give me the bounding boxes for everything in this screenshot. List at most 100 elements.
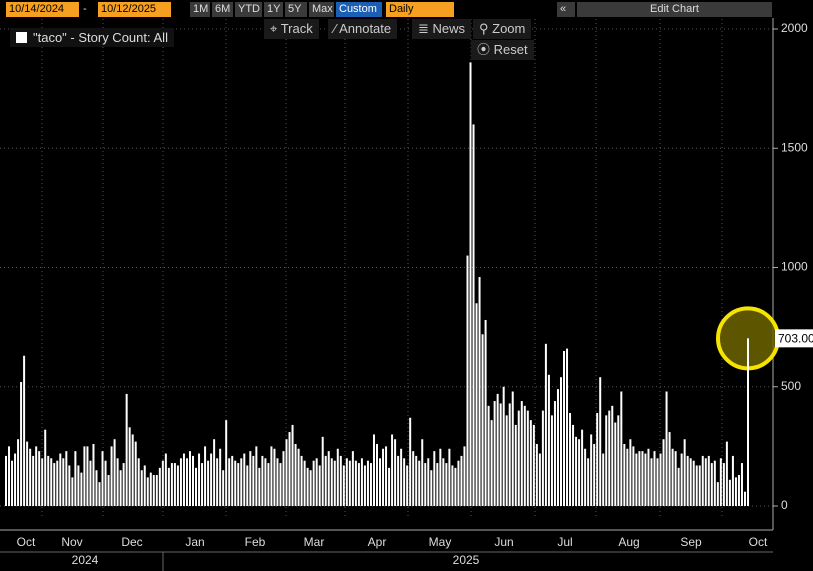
bar [110, 446, 113, 506]
bar [152, 474, 155, 506]
range-button[interactable]: YTD [235, 2, 262, 17]
bar [237, 463, 240, 506]
bar [29, 448, 32, 506]
bar [566, 348, 569, 506]
bar [330, 458, 333, 506]
range-button[interactable]: Max [309, 2, 334, 17]
reset-button[interactable]: ⦿ Reset [471, 40, 534, 60]
bar [695, 465, 698, 506]
bar [722, 463, 725, 506]
range-button[interactable]: 5Y [285, 2, 307, 17]
bar [155, 474, 158, 506]
bar [734, 477, 737, 506]
bar [698, 465, 701, 506]
start-date[interactable]: 10/14/2024 [6, 2, 79, 17]
bar [104, 460, 107, 506]
bar [593, 443, 596, 506]
bar [348, 460, 351, 506]
bar [629, 439, 632, 506]
bar [559, 377, 562, 506]
bar [98, 482, 101, 506]
bar [514, 424, 517, 506]
bar [297, 448, 300, 506]
bar [113, 439, 116, 506]
tool-button[interactable]: ⚲ Zoom [473, 19, 532, 39]
bar [131, 434, 134, 506]
bar [225, 420, 228, 506]
x-tick-label: Dec [121, 535, 142, 549]
year-label: 2024 [72, 553, 99, 567]
bar [665, 391, 668, 506]
bar [502, 386, 505, 506]
range-button[interactable]: Custom [336, 2, 382, 17]
bar [282, 451, 285, 506]
frequency[interactable]: Daily [386, 2, 454, 17]
y-tick-label: 1000 [781, 260, 808, 274]
value-label-box [775, 329, 813, 348]
tool-button[interactable]: ⌖ Track [264, 19, 319, 39]
x-tick-label: Mar [304, 535, 325, 549]
bar [204, 446, 207, 506]
bar [529, 420, 532, 506]
bar [683, 439, 686, 506]
bar [342, 465, 345, 506]
bar [363, 465, 366, 506]
tool-label: Annotate [339, 21, 392, 36]
bar [421, 439, 424, 506]
bar [188, 451, 191, 506]
bar [478, 277, 481, 506]
bar [620, 391, 623, 506]
bar [704, 458, 707, 506]
tool-button[interactable]: ⁄ Annotate [328, 19, 398, 39]
x-tick-label: Sep [680, 535, 702, 549]
legend-swatch [16, 32, 27, 43]
bar [472, 124, 475, 507]
bar [632, 446, 635, 506]
bar [164, 453, 167, 506]
bar [261, 455, 264, 506]
bar [550, 415, 553, 506]
range-button[interactable]: 1Y [264, 2, 283, 17]
bar [198, 453, 201, 506]
bar [578, 439, 581, 506]
bar [719, 458, 722, 506]
bar [541, 410, 544, 506]
end-date[interactable]: 10/12/2025 [98, 2, 171, 17]
bar [267, 463, 270, 506]
bar [354, 460, 357, 506]
bar [255, 446, 258, 506]
bar [372, 434, 375, 506]
range-button[interactable]: 1M [190, 2, 210, 17]
bar [713, 460, 716, 506]
bar [258, 467, 261, 506]
bar [309, 470, 312, 506]
bar [324, 455, 327, 506]
bar [569, 412, 572, 506]
bar [68, 465, 71, 506]
edit-chart[interactable]: Edit Chart [577, 2, 772, 17]
x-tick-label: Nov [61, 535, 82, 549]
bar [170, 463, 173, 506]
collapse-button[interactable]: « [557, 2, 575, 17]
bar [442, 458, 445, 506]
tool-button[interactable]: ≣ News [412, 19, 472, 39]
bar [195, 467, 198, 506]
bar [596, 412, 599, 506]
bar [563, 350, 566, 506]
bar [436, 463, 439, 506]
bar [403, 458, 406, 506]
bar [327, 451, 330, 506]
bar [351, 451, 354, 506]
bar [101, 451, 104, 506]
x-tick-label: Jul [557, 535, 572, 549]
bar [701, 455, 704, 506]
bar [499, 403, 502, 506]
range-button[interactable]: 6M [212, 2, 233, 17]
bar [508, 403, 511, 506]
bar [747, 338, 749, 506]
bar [185, 458, 188, 506]
bar [680, 453, 683, 506]
bar [276, 458, 279, 506]
bar [345, 458, 348, 506]
bar [53, 463, 56, 506]
